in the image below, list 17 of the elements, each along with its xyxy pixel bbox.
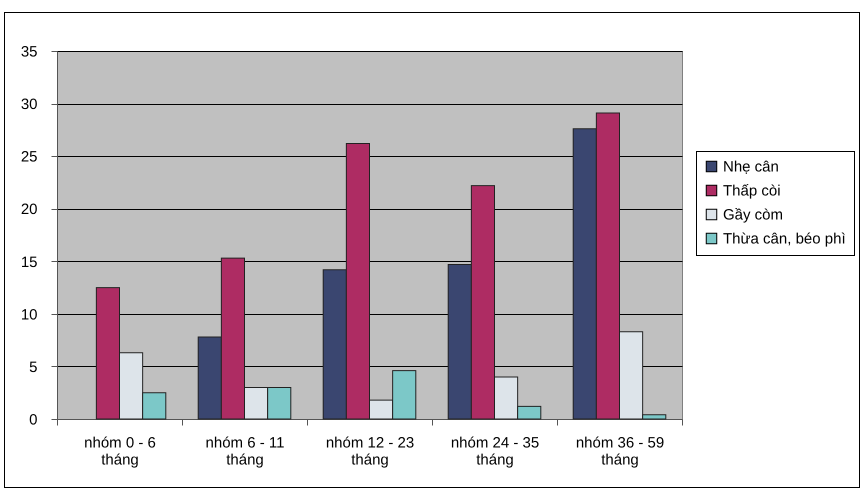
y-tick-label: 5 [29, 358, 38, 376]
y-tick-label: 25 [20, 148, 38, 166]
y-tick-label: 30 [20, 96, 38, 114]
x-tick-label: nhóm 12 - 23 tháng [326, 434, 414, 468]
y-tick-label: 35 [20, 44, 38, 60]
y-tick-label: 20 [20, 201, 38, 218]
legend-label: Thừa cân, béo phì [723, 230, 846, 248]
legend-label: Gầy còm [723, 206, 784, 224]
x-tick-label: nhóm 24 - 35 tháng [450, 434, 540, 468]
x-tick-label: nhóm 0 - 6 tháng [84, 434, 156, 468]
legend-label: Thấp còi [723, 182, 781, 200]
y-tick-label: 10 [20, 306, 38, 324]
y-tick-label: 0 [29, 412, 38, 428]
x-tick-label: nhóm 6 - 11 tháng [206, 434, 284, 468]
legend-label: Nhẹ cân [723, 158, 779, 176]
x-tick-label: nhóm 36 - 59 tháng [576, 434, 664, 468]
y-tick-label: 15 [20, 254, 38, 271]
